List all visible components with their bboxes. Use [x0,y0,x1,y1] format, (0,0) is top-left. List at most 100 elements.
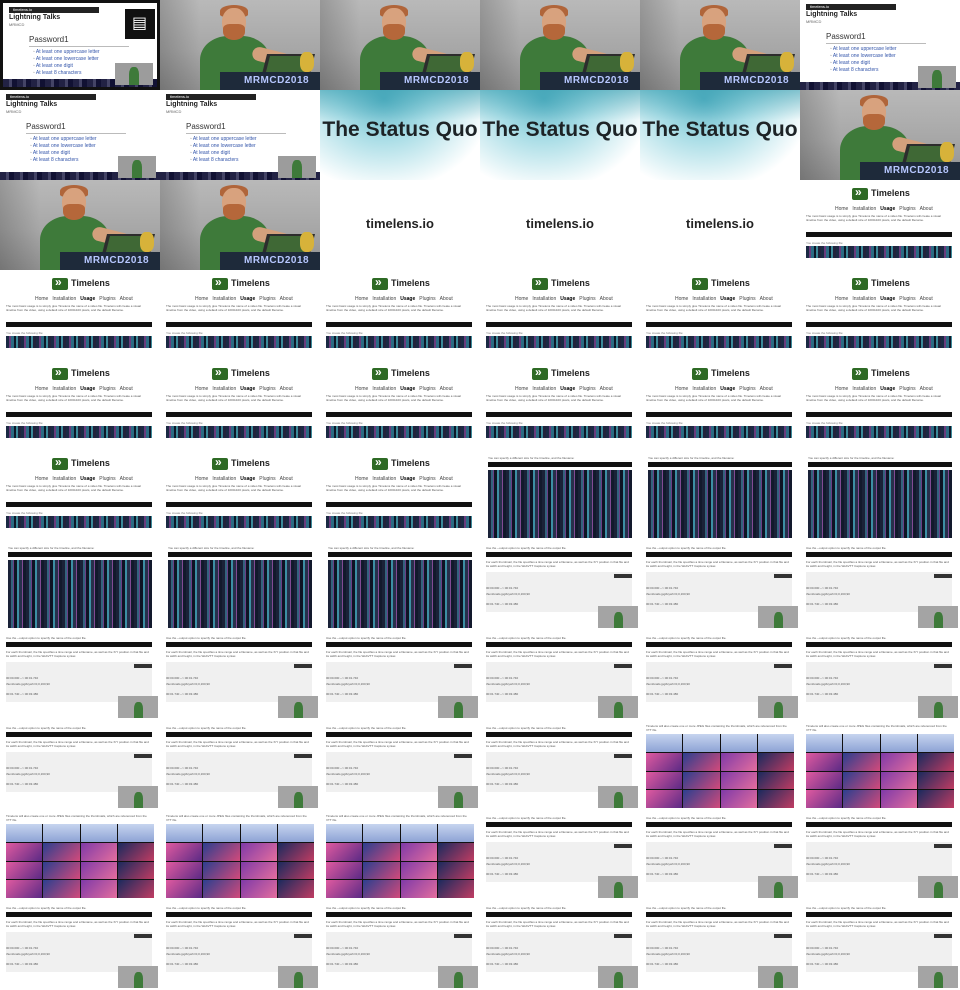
copy-button[interactable] [614,754,632,758]
nav-home[interactable]: Home [675,296,689,302]
nav-installation[interactable]: Installation [852,386,877,392]
nav-installation[interactable]: Installation [852,206,877,212]
nav-home[interactable]: Home [355,476,369,482]
nav-about[interactable]: About [759,296,773,302]
copy-button[interactable] [134,934,152,938]
copy-button[interactable] [454,934,472,938]
nav-plugins[interactable]: Plugins [739,296,756,302]
nav-usage[interactable]: Usage [880,386,896,392]
nav-home[interactable]: Home [355,386,369,392]
nav-usage[interactable]: Usage [400,476,416,482]
nav-installation[interactable]: Installation [692,386,717,392]
nav-usage[interactable]: Usage [400,296,416,302]
nav-installation[interactable]: Installation [212,296,237,302]
nav-usage[interactable]: Usage [240,476,256,482]
nav-about[interactable]: About [119,476,133,482]
nav-home[interactable]: Home [355,296,369,302]
nav-usage[interactable]: Usage [720,386,736,392]
nav-usage[interactable]: Usage [880,296,896,302]
nav-about[interactable]: About [119,296,133,302]
nav-plugins[interactable]: Plugins [259,476,276,482]
nav-plugins[interactable]: Plugins [899,206,916,212]
copy-button[interactable] [934,664,952,668]
nav-installation[interactable]: Installation [532,386,557,392]
nav-home[interactable]: Home [515,296,529,302]
nav-home[interactable]: Home [835,386,849,392]
nav-usage[interactable]: Usage [880,206,896,212]
nav-installation[interactable]: Installation [52,386,77,392]
nav-about[interactable]: About [919,386,933,392]
nav-plugins[interactable]: Plugins [259,386,276,392]
copy-button[interactable] [774,664,792,668]
nav-plugins[interactable]: Plugins [99,476,116,482]
nav-installation[interactable]: Installation [692,296,717,302]
nav-usage[interactable]: Usage [720,296,736,302]
nav-about[interactable]: About [439,476,453,482]
copy-button[interactable] [454,664,472,668]
nav-installation[interactable]: Installation [52,296,77,302]
copy-button[interactable] [134,664,152,668]
copy-button[interactable] [614,844,632,848]
copy-button[interactable] [614,934,632,938]
copy-button[interactable] [294,664,312,668]
nav-home[interactable]: Home [195,476,209,482]
nav-home[interactable]: Home [675,386,689,392]
nav-about[interactable]: About [759,386,773,392]
nav-installation[interactable]: Installation [212,386,237,392]
nav-home[interactable]: Home [515,386,529,392]
copy-button[interactable] [614,574,632,578]
nav-installation[interactable]: Installation [212,476,237,482]
nav-home[interactable]: Home [835,296,849,302]
copy-button[interactable] [454,754,472,758]
nav-installation[interactable]: Installation [532,296,557,302]
nav-usage[interactable]: Usage [240,296,256,302]
nav-installation[interactable]: Installation [852,296,877,302]
nav-plugins[interactable]: Plugins [419,476,436,482]
nav-about[interactable]: About [439,296,453,302]
nav-about[interactable]: About [599,386,613,392]
copy-button[interactable] [294,934,312,938]
nav-plugins[interactable]: Plugins [259,296,276,302]
nav-about[interactable]: About [279,386,293,392]
copy-button[interactable] [934,934,952,938]
copy-button[interactable] [934,574,952,578]
nav-home[interactable]: Home [35,296,49,302]
nav-home[interactable]: Home [35,476,49,482]
nav-installation[interactable]: Installation [372,296,397,302]
nav-plugins[interactable]: Plugins [579,296,596,302]
nav-plugins[interactable]: Plugins [419,386,436,392]
nav-about[interactable]: About [919,206,933,212]
nav-plugins[interactable]: Plugins [739,386,756,392]
nav-about[interactable]: About [119,386,133,392]
nav-plugins[interactable]: Plugins [99,386,116,392]
nav-about[interactable]: About [279,476,293,482]
nav-installation[interactable]: Installation [372,386,397,392]
copy-button[interactable] [294,754,312,758]
nav-usage[interactable]: Usage [560,296,576,302]
copy-button[interactable] [614,664,632,668]
nav-about[interactable]: About [599,296,613,302]
nav-installation[interactable]: Installation [372,476,397,482]
nav-home[interactable]: Home [195,296,209,302]
nav-plugins[interactable]: Plugins [419,296,436,302]
nav-about[interactable]: About [919,296,933,302]
nav-plugins[interactable]: Plugins [99,296,116,302]
nav-usage[interactable]: Usage [560,386,576,392]
nav-usage[interactable]: Usage [240,386,256,392]
nav-home[interactable]: Home [835,206,849,212]
nav-usage[interactable]: Usage [80,296,96,302]
nav-usage[interactable]: Usage [80,386,96,392]
nav-about[interactable]: About [439,386,453,392]
nav-installation[interactable]: Installation [52,476,77,482]
copy-button[interactable] [774,844,792,848]
nav-usage[interactable]: Usage [80,476,96,482]
nav-home[interactable]: Home [35,386,49,392]
nav-plugins[interactable]: Plugins [579,386,596,392]
copy-button[interactable] [934,844,952,848]
nav-about[interactable]: About [279,296,293,302]
copy-button[interactable] [774,934,792,938]
nav-usage[interactable]: Usage [400,386,416,392]
copy-button[interactable] [774,574,792,578]
nav-plugins[interactable]: Plugins [899,296,916,302]
nav-plugins[interactable]: Plugins [899,386,916,392]
